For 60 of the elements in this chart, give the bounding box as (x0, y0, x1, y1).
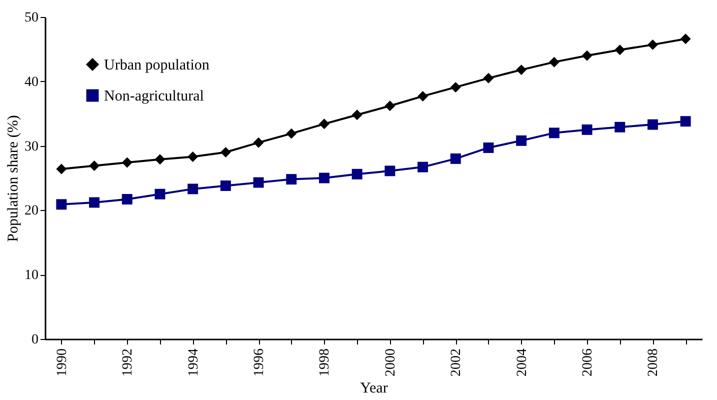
y-tick-label: 40 (24, 74, 38, 90)
x-tick-label: 1990 (54, 348, 70, 376)
legend-label: Urban population (104, 58, 210, 74)
y-tick-label: 50 (24, 10, 38, 26)
x-tick-label: 1994 (186, 348, 202, 376)
point (188, 184, 198, 194)
point (253, 177, 264, 188)
point (122, 194, 132, 204)
point (56, 199, 67, 210)
point (614, 122, 626, 132)
point (450, 82, 461, 92)
x-tick-label: 2002 (449, 348, 464, 376)
point (220, 180, 231, 191)
point (548, 56, 560, 68)
point (188, 152, 198, 162)
point (647, 119, 658, 130)
point (418, 162, 428, 172)
point (286, 174, 297, 185)
point (680, 116, 691, 127)
y-tick-label: 20 (24, 204, 38, 219)
point (318, 118, 330, 130)
x-tick-label: 1998 (318, 348, 333, 376)
y-tick-label: 10 (24, 268, 38, 284)
x-tick-label: 2008 (646, 348, 662, 376)
point (318, 172, 330, 184)
point (253, 137, 264, 148)
point (56, 164, 67, 174)
x-tick-label: 2006 (580, 348, 596, 376)
point (352, 110, 362, 120)
legend-label: Non-agricultural (104, 88, 204, 104)
point (516, 64, 527, 76)
point (680, 34, 691, 44)
y-tick-label: 0 (32, 332, 38, 348)
x-tick-label: 1992 (120, 348, 136, 376)
point (548, 128, 560, 138)
point (483, 142, 494, 153)
point (89, 160, 100, 172)
x-tick-label: 2000 (383, 348, 398, 376)
point (122, 157, 132, 168)
point (89, 197, 100, 208)
point (352, 168, 362, 180)
point (450, 153, 461, 164)
point (582, 124, 592, 135)
point (154, 188, 166, 200)
point (582, 50, 592, 61)
y-tick-label: 30 (24, 139, 38, 154)
point (418, 90, 428, 102)
x-axis-title: Year (360, 380, 388, 396)
point (384, 166, 396, 176)
y-axis-title: Population share (%) (6, 115, 22, 242)
point (220, 146, 231, 158)
x-tick-label: 1996 (252, 348, 268, 376)
point (647, 39, 658, 50)
point (516, 135, 527, 146)
point (384, 100, 396, 112)
point (286, 128, 297, 139)
x-tick-label: 2004 (514, 348, 530, 376)
point (614, 44, 626, 56)
point (483, 72, 494, 84)
point (154, 154, 166, 165)
